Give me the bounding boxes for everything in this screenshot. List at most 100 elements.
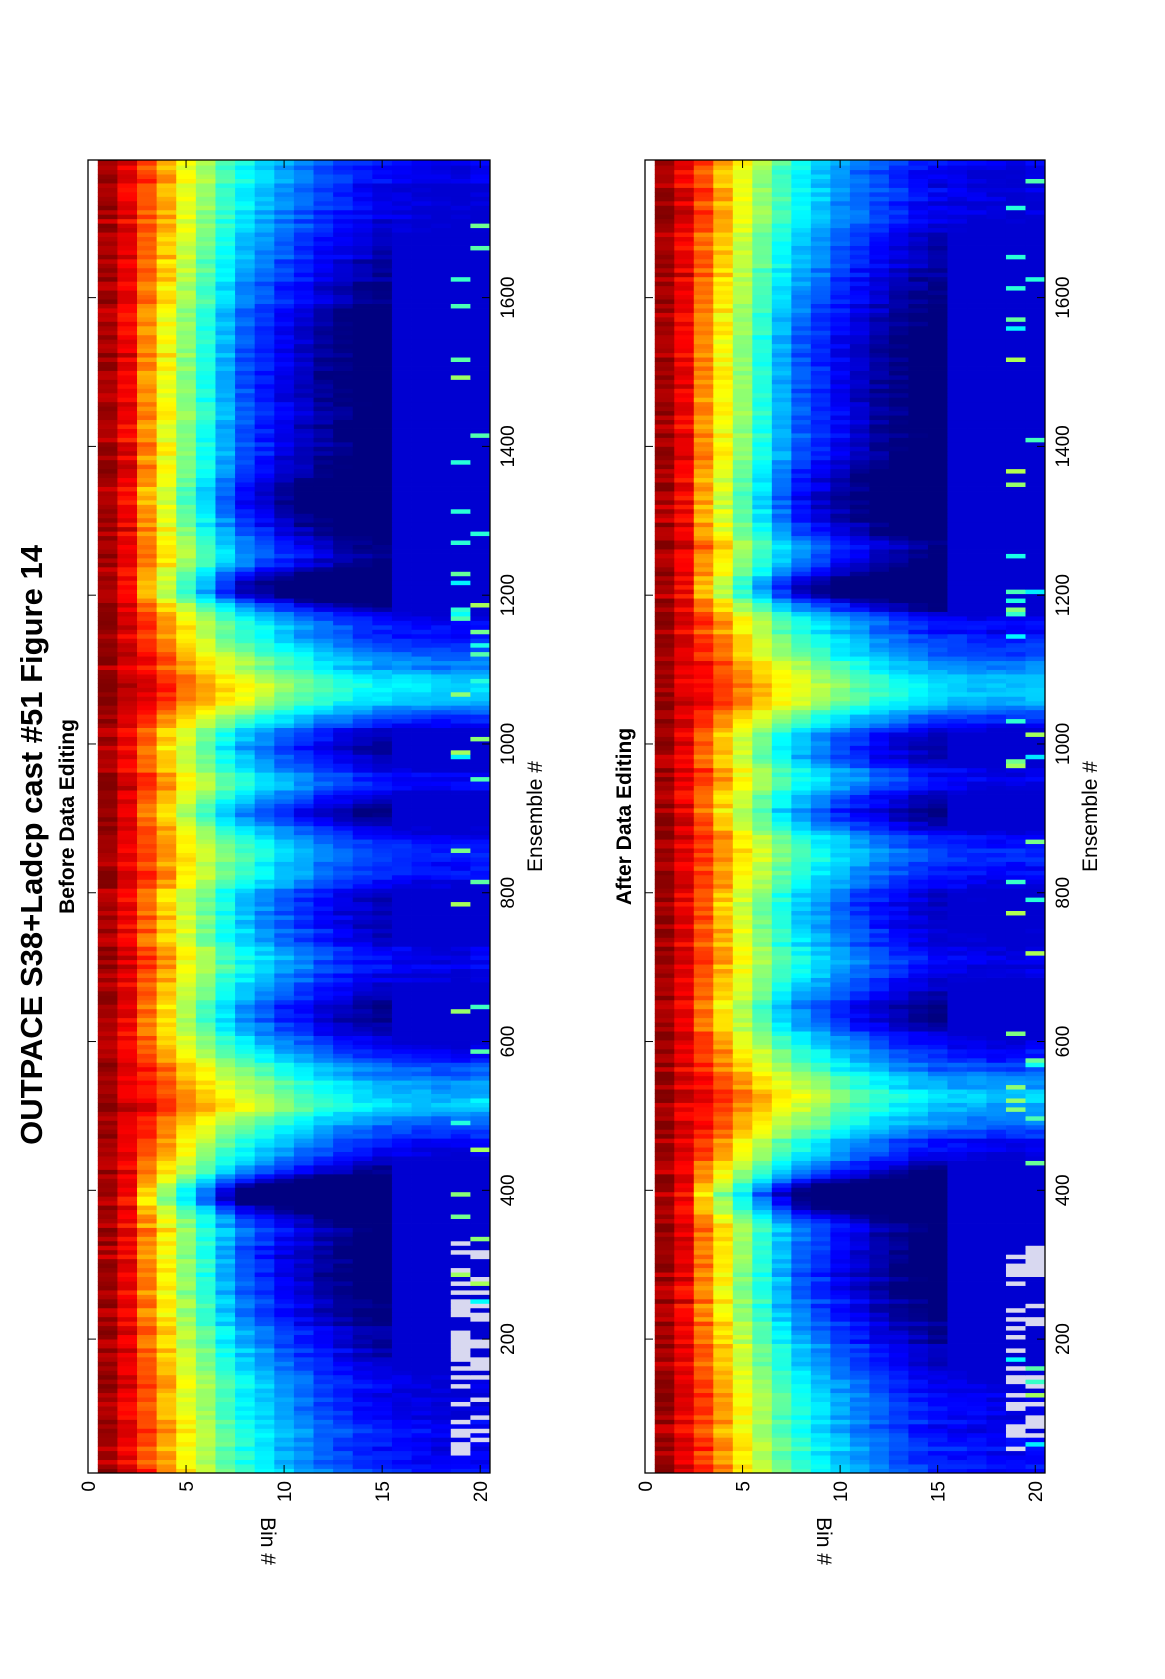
heatmap-cell: [97, 1223, 118, 1228]
heatmap-cell: [97, 990, 118, 996]
heatmap-cell: [352, 522, 373, 528]
heatmap-cell: [235, 1450, 256, 1456]
heatmap-cell: [391, 1428, 412, 1434]
heatmap-cell: [431, 861, 452, 867]
heatmap-cell: [333, 749, 354, 755]
heatmap-cell: [293, 1432, 314, 1438]
heatmap-cell: [215, 366, 236, 371]
heatmap-cell: [235, 1352, 256, 1358]
heatmap-cell: [215, 1017, 236, 1023]
heatmap-cell: [411, 687, 432, 693]
heatmap-cell: [470, 1392, 491, 1398]
heatmap-cell: [391, 1093, 412, 1099]
heatmap-cell: [156, 758, 177, 764]
heatmap-cell: [411, 392, 432, 398]
heatmap-cell: [254, 1173, 275, 1179]
heatmap-cell: [391, 1205, 412, 1211]
heatmap-cell: [372, 682, 393, 688]
heatmap-cell: [352, 870, 373, 876]
heatmap-cell: [97, 566, 118, 572]
heatmap-cell: [352, 1191, 373, 1197]
heatmap-cell: [117, 1035, 138, 1041]
heatmap-cell: [215, 1410, 236, 1416]
heatmap-cell: [137, 361, 158, 367]
heatmap-cell: [333, 1272, 354, 1277]
heatmap-cell: [117, 1142, 138, 1148]
heatmap-cell: [176, 700, 197, 706]
heatmap-cell: [313, 1419, 334, 1425]
heatmap-cell: [156, 1388, 177, 1394]
heatmap-cell: [411, 1450, 432, 1456]
heatmap-cell: [97, 852, 118, 858]
heatmap-cell: [156, 821, 177, 827]
heatmap-cell: [391, 1165, 412, 1170]
heatmap-cell: [333, 491, 354, 496]
heatmap-cell: [313, 580, 334, 586]
heatmap-cell: [117, 1441, 138, 1447]
heatmap-cell: [254, 401, 275, 407]
heatmap-cell: [333, 1022, 354, 1028]
heatmap-cell: [215, 1102, 236, 1108]
heatmap-cell: [352, 865, 373, 871]
heatmap-cell: [391, 937, 412, 943]
heatmap-cell: [156, 499, 177, 505]
heatmap-cell: [470, 861, 491, 867]
heatmap-cell: [156, 513, 177, 519]
heatmap-cell: [235, 1084, 256, 1090]
heatmap-cell: [431, 1031, 452, 1036]
heatmap-cell: [235, 562, 256, 568]
heatmap-cell: [293, 754, 314, 760]
heatmap-cell: [313, 1156, 334, 1161]
heatmap-cell: [391, 973, 412, 978]
heatmap-cell: [293, 1182, 314, 1188]
heatmap-cell: [156, 464, 177, 470]
heatmap-cell: [372, 629, 393, 635]
heatmap-cell: [235, 1169, 256, 1175]
heatmap-cell: [117, 424, 138, 429]
heatmap-cell: [137, 1008, 158, 1014]
heatmap-cell: [97, 1133, 118, 1139]
heatmap-cell: [137, 906, 158, 911]
heatmap-cell: [391, 638, 412, 644]
heatmap-cell: [137, 392, 158, 398]
heatmap-cell: [156, 1048, 177, 1054]
heatmap-cell: [195, 504, 216, 510]
heatmap-cell: [293, 1361, 314, 1367]
heatmap-cell: [391, 1048, 412, 1054]
heatmap-cell: [176, 1227, 197, 1233]
heatmap-cell: [391, 763, 412, 769]
heatmap-cell: [215, 383, 236, 389]
heatmap-cell: [254, 1245, 275, 1251]
heatmap-cell: [215, 660, 236, 666]
heatmap-cell: [274, 857, 295, 862]
heatmap-cell: [411, 861, 432, 867]
heatmap-cell: [313, 589, 334, 595]
heatmap-cell: [274, 616, 295, 621]
heatmap-cell: [431, 870, 452, 876]
heatmap-cell: [333, 1365, 354, 1371]
heatmap-cell: [254, 682, 275, 688]
heatmap-cell: [235, 513, 256, 519]
heatmap-cell: [352, 508, 373, 514]
heatmap-cell: [352, 1022, 373, 1028]
heatmap-cell: [431, 1173, 452, 1179]
heatmap-cell: [470, 1209, 491, 1215]
heatmap-cell: [313, 812, 334, 818]
heatmap-cell: [156, 1392, 177, 1398]
heatmap-cell: [333, 517, 354, 523]
heatmap-cell: [411, 1075, 432, 1081]
heatmap-cell: [274, 834, 295, 840]
heatmap-cell: [156, 848, 177, 853]
heatmap-cell: [195, 1160, 216, 1166]
heatmap-cell: [313, 906, 334, 911]
heatmap-cell: [372, 379, 393, 385]
heatmap-cell: [411, 776, 432, 782]
heatmap-cell: [450, 986, 471, 992]
heatmap-cell: [117, 1401, 138, 1407]
heatmap-cell: [215, 718, 236, 724]
heatmap-cell: [372, 1031, 393, 1036]
heatmap-cell: [352, 557, 373, 563]
heatmap-cell: [156, 973, 177, 978]
heatmap-cell: [254, 419, 275, 425]
heatmap-cell: [372, 1035, 393, 1041]
